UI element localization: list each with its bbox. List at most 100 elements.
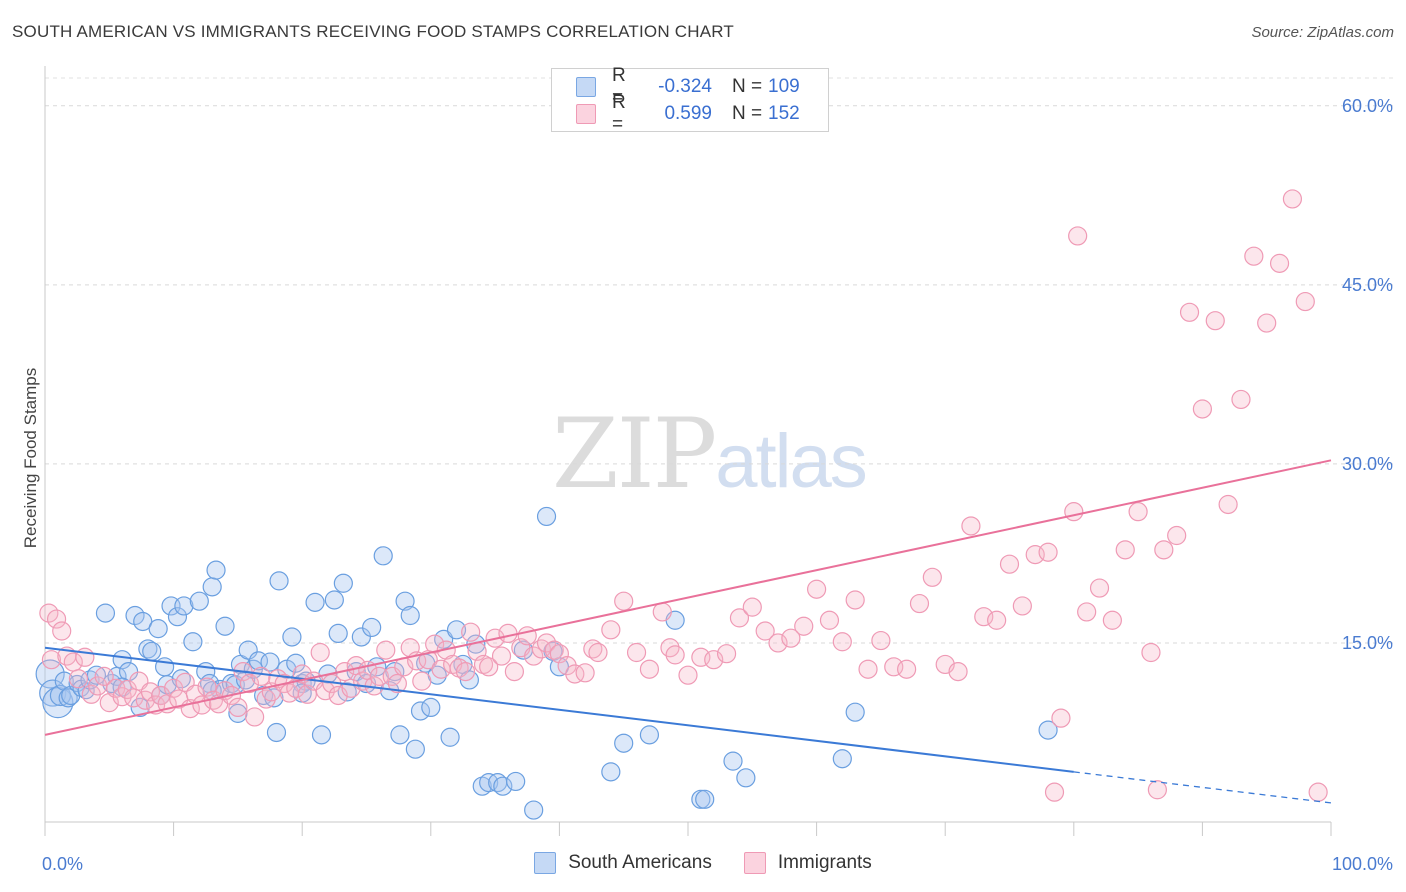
immigrants-point bbox=[1295, 291, 1315, 312]
south-americans-point bbox=[1038, 720, 1058, 740]
south-americans-point bbox=[133, 611, 153, 632]
south-americans-point bbox=[260, 652, 280, 672]
immigrants-point bbox=[239, 673, 260, 694]
immigrants-point bbox=[1205, 311, 1225, 331]
n-value: 109 bbox=[768, 76, 800, 97]
south-americans-point bbox=[440, 727, 460, 747]
immigrants-point bbox=[68, 669, 89, 689]
watermark: ZIPatlas bbox=[552, 398, 868, 510]
immigrants-point bbox=[583, 639, 603, 659]
south-americans-trend-extension bbox=[1073, 771, 1332, 804]
immigrants-point bbox=[1282, 189, 1303, 209]
immigrants-point bbox=[1231, 389, 1251, 410]
immigrants-point bbox=[491, 646, 512, 666]
legend-row-immigrants: R = 0.599 N = 152 bbox=[576, 92, 800, 135]
y-tick-label: 60.0% bbox=[1342, 96, 1393, 116]
immigrants-point bbox=[1038, 542, 1058, 562]
immigrants-point bbox=[549, 644, 570, 664]
immigrants-point bbox=[716, 644, 737, 664]
south-americans-point bbox=[723, 751, 743, 771]
immigrants-point bbox=[678, 665, 698, 685]
south-americans-point bbox=[305, 592, 325, 612]
immigrants-point bbox=[626, 642, 647, 663]
immigrants-point bbox=[524, 646, 544, 666]
immigrants-point bbox=[588, 642, 608, 663]
immigrants-point bbox=[639, 659, 660, 679]
immigrants-point bbox=[729, 608, 750, 628]
immigrants-point bbox=[961, 516, 981, 536]
legend-swatch-blue bbox=[534, 852, 557, 874]
immigrants-point bbox=[1089, 578, 1110, 598]
immigrants-point bbox=[1269, 253, 1290, 273]
immigrants-point bbox=[52, 621, 72, 641]
r-value: -0.324 bbox=[658, 76, 712, 97]
south-americans-point bbox=[282, 627, 302, 647]
south-americans-point bbox=[395, 591, 415, 611]
x-tick-label: 0.0% bbox=[42, 854, 83, 874]
immigrants-point bbox=[601, 620, 621, 640]
immigrants-point bbox=[987, 610, 1007, 630]
south-americans-point bbox=[410, 701, 431, 721]
immigrants-point bbox=[922, 567, 942, 587]
immigrants-point bbox=[1154, 540, 1174, 560]
y-tick-label: 45.0% bbox=[1342, 275, 1393, 295]
south-americans-point bbox=[421, 697, 441, 718]
immigrants-point bbox=[286, 678, 306, 698]
immigrants-point bbox=[473, 654, 494, 675]
immigrants-point bbox=[517, 626, 537, 646]
legend-label: Immigrants bbox=[777, 852, 872, 873]
south-americans-point bbox=[362, 617, 382, 638]
south-americans-point bbox=[95, 603, 116, 623]
south-americans-point bbox=[202, 577, 222, 597]
south-americans-point bbox=[324, 590, 344, 610]
south-americans-point bbox=[112, 650, 132, 670]
immigrants-point bbox=[1115, 540, 1135, 560]
south-americans-point bbox=[405, 739, 425, 759]
immigrants-point bbox=[1064, 502, 1084, 522]
south-americans-point bbox=[266, 722, 287, 743]
immigrants-point bbox=[1128, 502, 1148, 522]
x-tick-label: 100.0% bbox=[1332, 854, 1393, 874]
grid-lines bbox=[45, 77, 1395, 644]
south-americans-point bbox=[601, 762, 621, 782]
legend-row-south-americans: R = -0.324 N = 109 bbox=[576, 65, 800, 108]
legend-swatch-pink bbox=[576, 104, 596, 124]
immigrants-point bbox=[871, 630, 891, 651]
immigrants-point bbox=[652, 602, 672, 622]
south-americans-point bbox=[183, 632, 203, 652]
legend-item-south-americans[interactable]: South Americans bbox=[534, 852, 712, 874]
immigrants-point bbox=[1167, 525, 1187, 546]
immigrants-point bbox=[806, 579, 827, 599]
immigrants-point bbox=[376, 640, 396, 660]
watermark-atlas: atlas bbox=[715, 419, 868, 504]
n-label: N = bbox=[732, 103, 763, 124]
r-label: R = bbox=[612, 92, 626, 135]
south-americans-point bbox=[614, 733, 634, 753]
south-americans-point bbox=[174, 596, 194, 616]
immigrants-point bbox=[1179, 302, 1200, 322]
south-americans-point bbox=[845, 702, 865, 722]
n-label: N = bbox=[732, 76, 763, 97]
immigrants-point bbox=[1102, 610, 1122, 630]
tick-labels: 15.0% 30.0% 45.0% 60.0% 0.0% 100.0% bbox=[42, 96, 1393, 874]
immigrants-point bbox=[1244, 246, 1264, 266]
south-americans-point bbox=[506, 771, 526, 792]
y-axis-label: Receiving Food Stamps bbox=[21, 368, 40, 548]
immigrants-trend-line bbox=[44, 459, 1332, 736]
immigrants-point bbox=[858, 659, 878, 679]
immigrants-point bbox=[845, 590, 865, 610]
south-americans-point bbox=[373, 546, 393, 566]
south-americans-point bbox=[446, 620, 467, 640]
immigrants-point bbox=[909, 593, 930, 614]
south-americans-point bbox=[215, 616, 235, 636]
legend-label: South Americans bbox=[568, 852, 712, 873]
south-americans-point bbox=[189, 591, 209, 611]
stats-legend: R = -0.324 N = 109 R = 0.599 N = 152 bbox=[551, 65, 829, 135]
immigrants-point bbox=[1192, 399, 1213, 419]
immigrants-point bbox=[387, 673, 407, 694]
legend-item-immigrants[interactable]: Immigrants bbox=[743, 852, 872, 874]
immigrants-point bbox=[245, 707, 265, 727]
south-americans-point bbox=[493, 776, 513, 796]
immigrants-point bbox=[455, 661, 476, 682]
